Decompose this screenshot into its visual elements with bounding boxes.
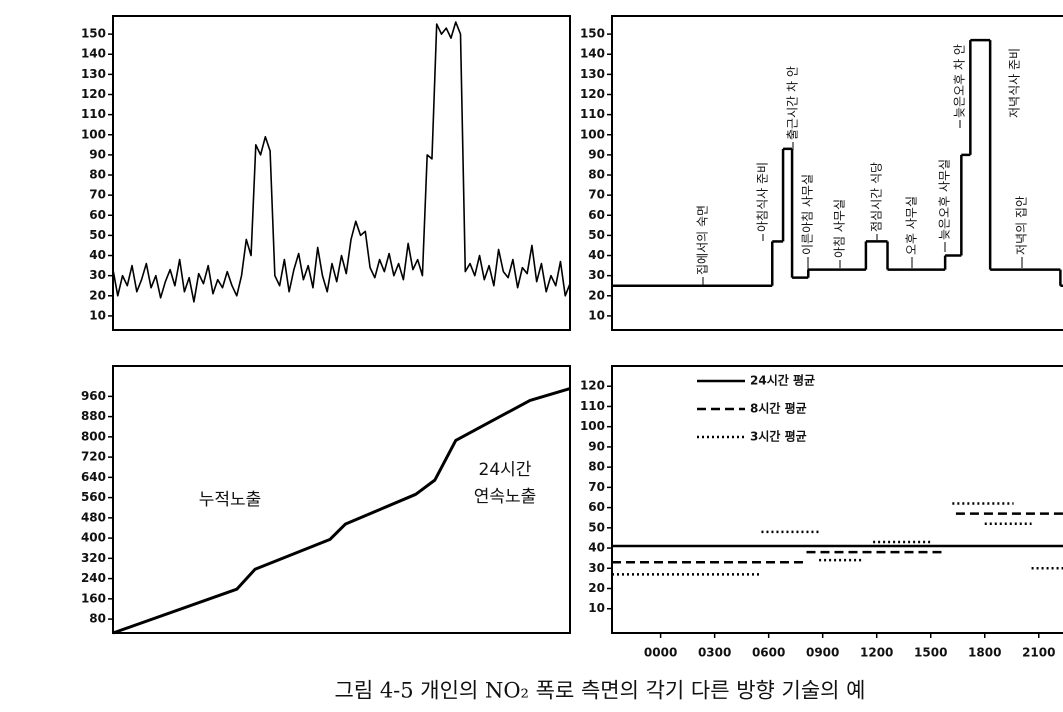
y-tick-label: 70 — [588, 480, 605, 494]
x-tick-label: 1800 — [968, 646, 1001, 660]
y-tick-label: 60 — [588, 500, 605, 514]
activity-label: 저녁식사 준비 — [1008, 48, 1022, 118]
y-tick-label: 60 — [588, 208, 605, 222]
y-tick-label: 90 — [588, 147, 605, 161]
y-tick-label: 480 — [81, 510, 106, 524]
y-tick-label: 30 — [89, 268, 106, 282]
y-tick-label: 40 — [588, 541, 605, 555]
x-tick-label: 0600 — [752, 646, 785, 660]
y-tick-label: 130 — [580, 67, 605, 81]
y-tick-label: 10 — [588, 308, 605, 322]
x-tick-label: 0300 — [698, 646, 731, 660]
legend-label: 8시간 평균 — [750, 401, 807, 416]
data-line — [112, 21, 571, 303]
annotation: 연속노출 — [474, 487, 537, 507]
plot-frame — [611, 15, 1063, 331]
x-tick-label: 1500 — [914, 646, 947, 660]
y-tick-label: 80 — [588, 460, 605, 474]
x-tick-label: 2100 — [1022, 646, 1055, 660]
y-tick-label: 80 — [588, 168, 605, 182]
y-tick-label: 100 — [580, 127, 605, 141]
y-tick-label: 140 — [81, 47, 106, 61]
legend-label: 24시간 평균 — [750, 373, 815, 388]
y-tick-label: 100 — [81, 127, 106, 141]
y-tick-label: 80 — [89, 612, 106, 626]
y-tick-label: 720 — [81, 450, 106, 464]
y-tick-label: 150 — [81, 27, 106, 41]
plot-frame — [611, 365, 1063, 634]
data-line — [112, 387, 571, 635]
caption: 그림 4-5 개인의 NO₂ 폭로 측면의 각기 다른 방향 기술의 예 — [335, 679, 866, 703]
y-tick-label: 50 — [588, 228, 605, 242]
activity-label: 아침식사 준비 — [756, 162, 770, 232]
y-tick-label: 10 — [89, 308, 106, 322]
y-tick-label: 100 — [580, 419, 605, 433]
y-tick-label: 800 — [81, 429, 106, 443]
y-tick-label: 110 — [580, 399, 605, 413]
activity-label: 늦은오후 사무실 — [938, 159, 952, 240]
y-tick-label: 110 — [81, 107, 106, 121]
y-tick-label: 90 — [588, 439, 605, 453]
x-tick-label: 0000 — [644, 646, 677, 660]
y-tick-label: 640 — [81, 470, 106, 484]
y-tick-label: 60 — [89, 208, 106, 222]
y-tick-label: 120 — [580, 87, 605, 101]
y-tick-label: 40 — [588, 248, 605, 262]
y-tick-label: 150 — [580, 27, 605, 41]
x-tick-label: 0900 — [806, 646, 839, 660]
x-tick-label: 1200 — [860, 646, 893, 660]
activity-label: 늦은오후 차 안 — [953, 44, 967, 118]
y-tick-label: 20 — [588, 288, 605, 302]
activity-label: 오후 사무실 — [905, 196, 919, 255]
y-tick-label: 10 — [588, 601, 605, 615]
y-tick-label: 20 — [89, 288, 106, 302]
plot-frame — [112, 365, 571, 634]
y-tick-label: 240 — [81, 571, 106, 585]
activity-label: 이른아침 사무실 — [801, 174, 815, 255]
annotation: 누적노출 — [199, 490, 262, 510]
y-tick-label: 320 — [81, 551, 106, 565]
y-tick-label: 50 — [588, 520, 605, 534]
y-tick-label: 70 — [89, 188, 106, 202]
y-tick-label: 80 — [89, 168, 106, 182]
y-tick-label: 560 — [81, 490, 106, 504]
y-tick-label: 30 — [588, 561, 605, 575]
y-tick-label: 30 — [588, 268, 605, 282]
legend-label: 3시간 평균 — [750, 429, 807, 444]
y-tick-label: 70 — [588, 188, 605, 202]
y-tick-label: 40 — [89, 248, 106, 262]
y-tick-label: 110 — [580, 107, 605, 121]
y-tick-label: 160 — [81, 591, 106, 605]
activity-label: 저녁의 집안 — [1015, 196, 1029, 255]
y-tick-label: 400 — [81, 531, 106, 545]
y-tick-label: 880 — [81, 409, 106, 423]
y-tick-label: 130 — [81, 67, 106, 81]
y-tick-label: 960 — [81, 389, 106, 403]
plot-frame — [112, 15, 571, 331]
y-tick-label: 120 — [81, 87, 106, 101]
y-tick-label: 50 — [89, 228, 106, 242]
activity-label: 아침 사무실 — [833, 199, 847, 258]
activity-label: 집에서의 숙면 — [696, 205, 710, 275]
activity-label: 출근시간 차 안 — [786, 66, 800, 140]
activity-label: 점심시간 식당 — [870, 162, 884, 232]
y-tick-label: 90 — [89, 147, 106, 161]
annotation: 24시간 — [479, 460, 532, 480]
y-tick-label: 120 — [580, 379, 605, 393]
y-tick-label: 20 — [588, 581, 605, 595]
y-tick-label: 140 — [580, 47, 605, 61]
